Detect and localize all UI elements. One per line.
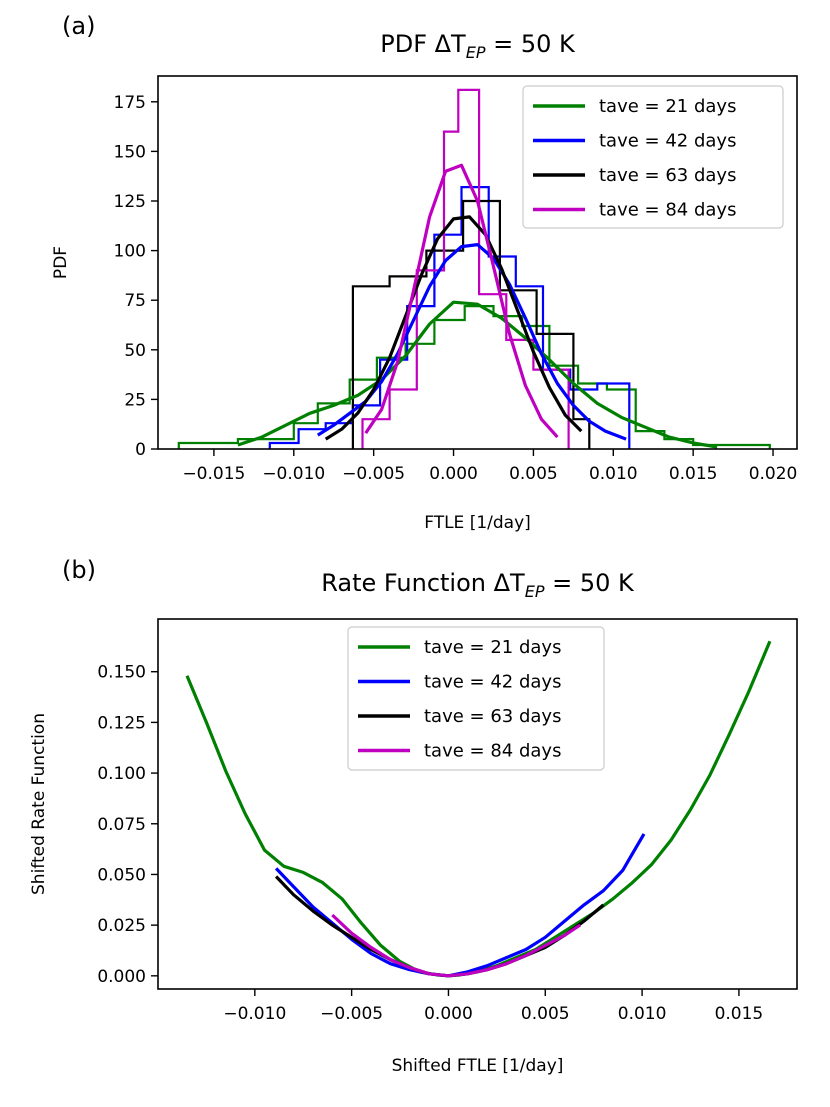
panel-a-series-2-line [316, 243, 627, 441]
panel-a-ytick-label: 100 [114, 242, 146, 262]
panel-a-series-3-line [324, 215, 583, 441]
panel-a-legend-label: tave = 42 days [599, 131, 736, 152]
panel-a-ytick-label: 150 [114, 142, 146, 162]
panel-a-legend: tave = 21 days tave = 42 days tave = 63 da… [522, 85, 784, 229]
panel-b-title: Rate Function ΔTEP = 50 K [321, 569, 635, 601]
panel-a-series-1-line [237, 300, 718, 449]
panel-a-label: (a) [62, 12, 95, 40]
panel-a-axes-frame [157, 75, 798, 450]
panel-b-legend-label: tave = 21 days [424, 637, 561, 658]
panel-a-series-1-histogram [177, 305, 771, 449]
panel-b-title-main: Rate Function ΔT [321, 569, 525, 597]
panel-b-title-subscript: EP [525, 582, 545, 601]
panel-b-ytick-label: 0.025 [97, 916, 146, 936]
panel-b-xtick-label: −0.005 [320, 1004, 383, 1024]
panel-a-series-4-line [364, 163, 559, 439]
panel-b-xtick-label: 0.010 [618, 1004, 667, 1024]
panel-a-title-suffix: = 50 K [485, 30, 576, 58]
panel-b-legend: tave = 21 days tave = 42 days tave = 63 da… [347, 626, 605, 771]
panel-b-ylabel: Shifted Rate Function [29, 713, 49, 895]
panel-b-xtick-label: 0.000 [424, 1004, 473, 1024]
panel-a-ytick-label: 50 [124, 341, 146, 361]
panel-b-data [185, 640, 772, 978]
panel-a: (a) PDF ΔTEP = 50 K −0.015 −0.010 −0.005 0.00… [51, 12, 798, 533]
panel-a-legend-label: tave = 63 days [599, 165, 736, 186]
panel-b-xtick-label: 0.015 [715, 1004, 764, 1024]
panel-b-ytick-label: 0.100 [97, 764, 146, 784]
panel-b-ytick-label: 0.000 [97, 967, 146, 987]
panel-b-series-4-line [331, 913, 581, 978]
panel-a-xlabel: FTLE [1/day] [424, 513, 531, 533]
panel-b-xlabel: Shifted FTLE [1/day] [392, 1056, 564, 1076]
panel-a-ytick-label: 75 [124, 291, 146, 311]
panel-b-series-3-line [274, 875, 605, 978]
panel-a-xtick-label: 0.005 [509, 464, 558, 484]
panel-b-series-2-line [274, 833, 646, 978]
panel-a-xtick-label: 0.020 [749, 464, 798, 484]
panel-a-ytick-label: 25 [124, 390, 146, 410]
panel-a-title: PDF ΔTEP = 50 K [380, 30, 576, 62]
panel-a-xtick-label: −0.015 [182, 464, 245, 484]
panel-a-ytick-label: 125 [114, 192, 146, 212]
panel-a-title-main: PDF ΔT [380, 30, 466, 58]
panel-b-legend-label: tave = 63 days [424, 706, 561, 727]
panel-b-ytick-label: 0.150 [97, 663, 146, 683]
panel-b-axes-frame [157, 618, 798, 990]
panel-b-xtick-label: 0.005 [521, 1004, 570, 1024]
panel-b: (b) Rate Function ΔTEP = 50 K −0.010 −0.005… [29, 556, 798, 1076]
panel-b-ytick-label: 0.075 [97, 815, 146, 835]
panel-b-legend-label: tave = 84 days [424, 741, 561, 762]
panel-b-ytick-label: 0.125 [97, 713, 146, 733]
panel-b-legend-box [347, 626, 605, 771]
panel-a-title-subscript: EP [466, 43, 486, 62]
panel-a-ylabel: PDF [51, 246, 71, 279]
panel-a-xtick-label: 0.010 [589, 464, 638, 484]
panel-a-data [177, 88, 771, 449]
panel-a-legend-label: tave = 84 days [599, 200, 736, 221]
panel-b-ytick-label: 0.050 [97, 865, 146, 885]
panel-a-legend-box [522, 85, 784, 229]
panel-b-title-suffix: = 50 K [544, 569, 635, 597]
panel-a-xtick-label: −0.005 [342, 464, 405, 484]
panel-b-label: (b) [62, 556, 96, 584]
panel-a-xtick-label: 0.015 [669, 464, 718, 484]
panel-b-xtick-label: −0.010 [223, 1004, 286, 1024]
panel-a-xtick-label: 0.000 [429, 464, 478, 484]
panel-a-xtick-label: −0.010 [262, 464, 325, 484]
panel-b-legend-label: tave = 42 days [424, 672, 561, 693]
panel-a-legend-label: tave = 21 days [599, 96, 736, 117]
panel-a-ytick-label: 175 [114, 93, 146, 113]
panel-a-ytick-label: 0 [135, 440, 146, 460]
panel-a-series-3-histogram [351, 199, 591, 449]
